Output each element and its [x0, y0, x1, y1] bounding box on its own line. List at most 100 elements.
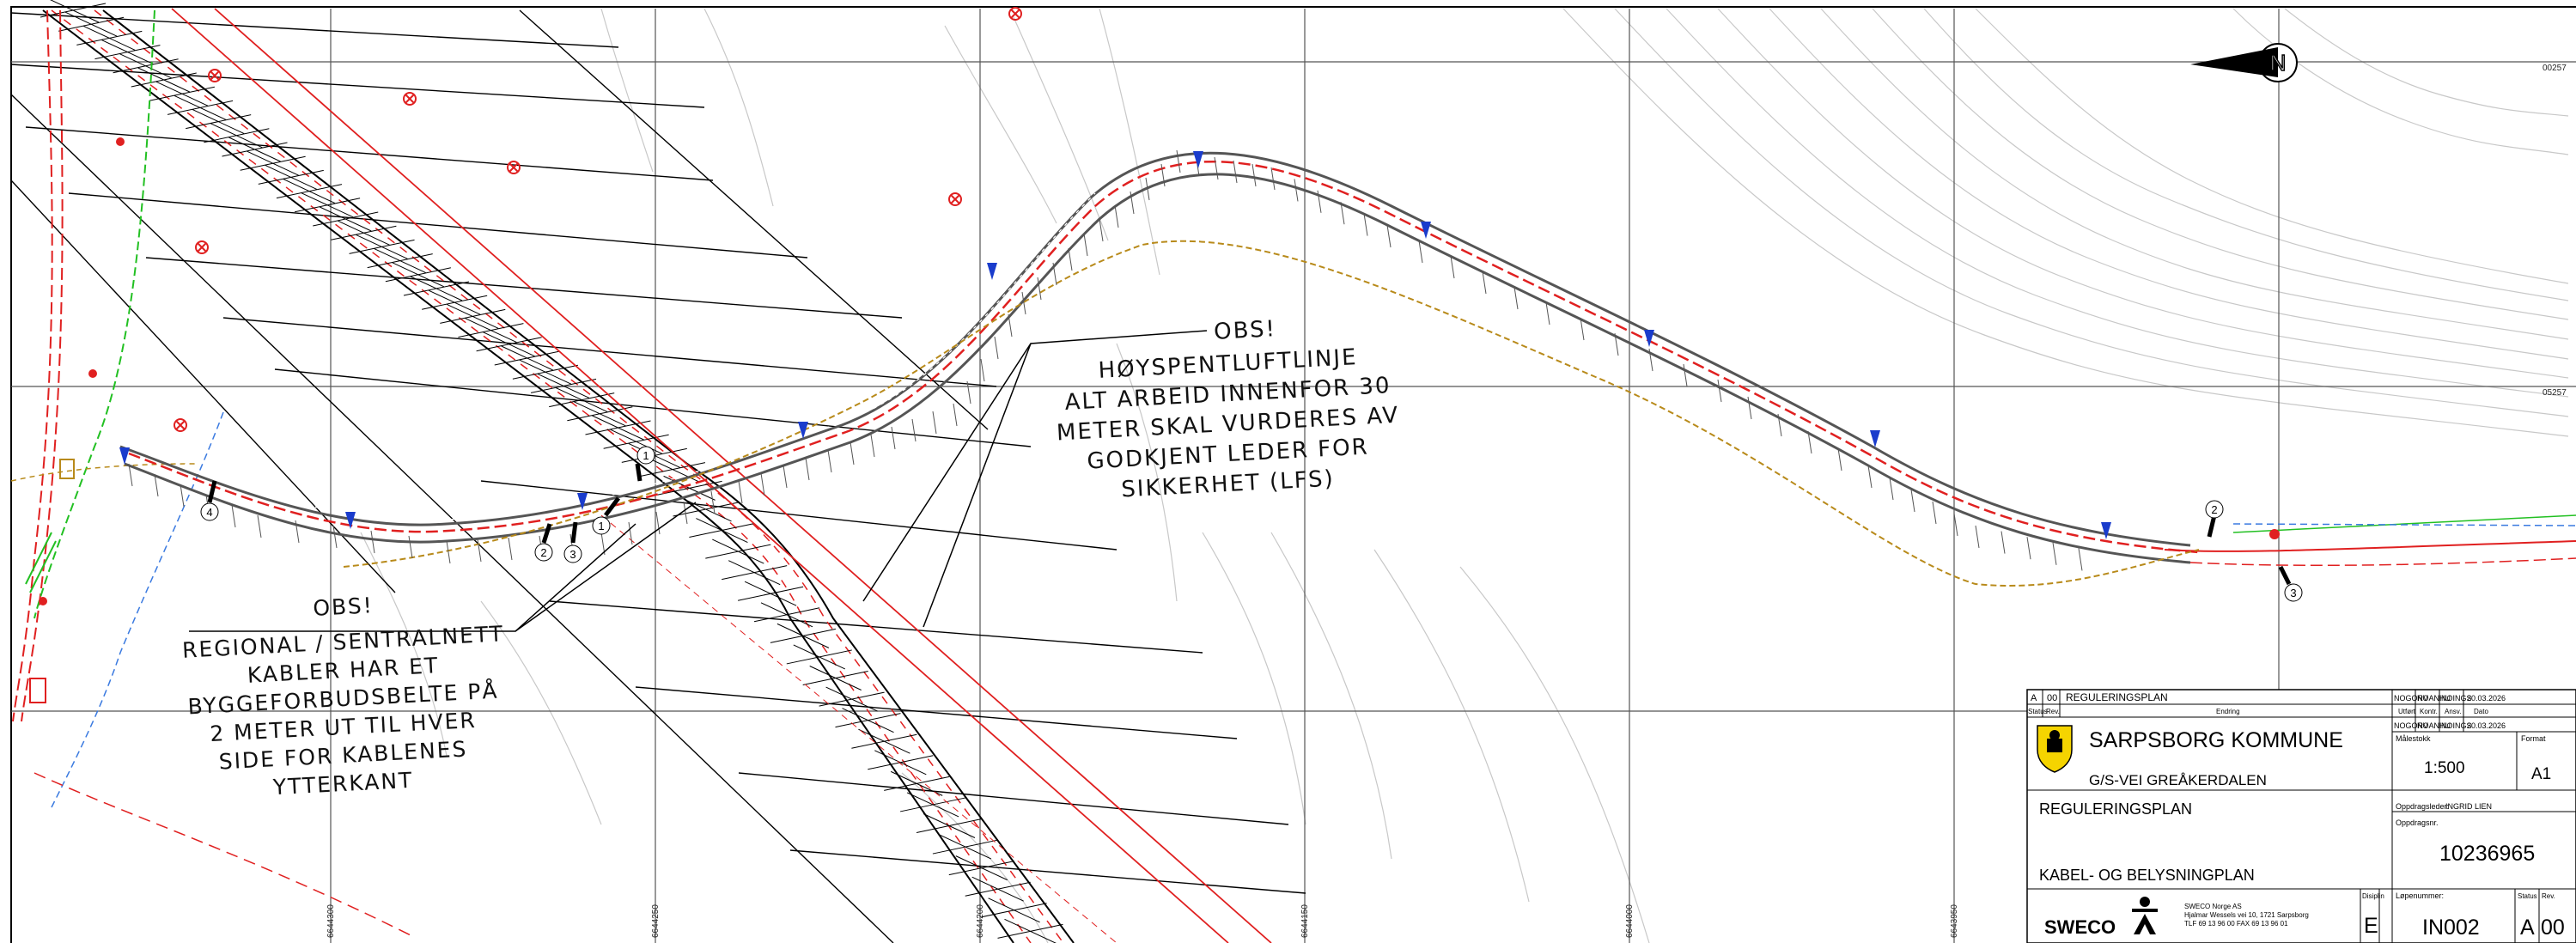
hatch-line: [809, 666, 862, 691]
company-line: SWECO Norge AS: [2184, 903, 2242, 910]
slope-tick: [953, 403, 958, 427]
slope-tick: [1614, 332, 1619, 356]
hatch-line: [988, 897, 1040, 923]
slope-tick: [738, 480, 743, 504]
marker-1b: 1: [592, 496, 620, 535]
hatch-line: [83, 25, 136, 51]
slope-ticks: [128, 149, 2083, 571]
lamp-icon: [987, 263, 997, 280]
rev-header-checked: Kontr.: [2420, 708, 2438, 715]
hatch-line: [728, 560, 781, 586]
hatch-line: [192, 109, 245, 135]
hatch-line: [712, 538, 764, 564]
grid-label: 6644200: [976, 904, 985, 938]
slope-tick: [1932, 501, 1937, 525]
hatch-line: [858, 728, 910, 754]
slope-tick: [1910, 489, 1915, 513]
hatch-line: [610, 429, 662, 454]
grid-label: 6644000: [1625, 904, 1635, 938]
slope-tick: [1251, 163, 1257, 187]
project-name: G/S-VEI GREÅKERDALEN: [2089, 772, 2267, 788]
rev-approved: NOINGS: [2441, 694, 2472, 703]
slope-tick: [446, 540, 451, 564]
slope-tick: [1482, 271, 1487, 295]
slope-tick: [600, 532, 606, 556]
scale-value: 1:500: [2424, 759, 2465, 777]
slope-tick: [966, 380, 971, 405]
hatch-line: [842, 708, 894, 733]
slope-tick: [760, 472, 765, 496]
hatch-line: [283, 179, 336, 204]
hatch-line: [825, 686, 878, 712]
slope-tick: [1867, 465, 1873, 489]
grid-label: 6644300: [326, 904, 336, 938]
company-line: TLF 69 13 96 00 FAX 69 13 96 01: [2184, 920, 2288, 928]
hatch-line: [501, 345, 553, 371]
rev-made: NOGORV: [2394, 694, 2428, 703]
plan-type: REGULERINGSPLAN: [2039, 800, 2192, 818]
hatch-line: [663, 475, 716, 501]
slope-tick: [1837, 447, 1842, 472]
slope-tick: [1052, 262, 1057, 286]
slope-tick: [1160, 163, 1166, 187]
discipline-label: Disiplin: [2362, 892, 2384, 900]
rev-header-approved: Ansv.: [2445, 708, 2461, 715]
slope-tick: [332, 525, 338, 549]
slope-tick: [980, 358, 985, 382]
hatch-line: [890, 770, 943, 796]
hatch-line: [793, 644, 846, 670]
svg-text:3: 3: [2290, 587, 2296, 599]
lamp-icon: [1644, 330, 1654, 347]
hatch-line: [679, 496, 732, 522]
slope-tick: [231, 504, 236, 528]
lamp-markers: [119, 151, 2111, 539]
grid-label: 6644250: [651, 904, 661, 938]
svg-text:4: 4: [206, 506, 212, 519]
hatch-line: [744, 581, 797, 606]
slope-tick: [1717, 379, 1722, 403]
slope-tick: [1099, 218, 1104, 242]
lamp-icon: [1870, 430, 1880, 447]
slope-tick: [1953, 513, 1958, 537]
company-line: Hjalmar Wessels vei 10, 1721 Sarpsborg: [2184, 911, 2309, 919]
slope-tick: [1340, 202, 1345, 225]
rev-number: 00: [2047, 693, 2057, 703]
slope-tick: [655, 511, 661, 535]
regional-cable-note: OBS! REGIONAL / SENTRALNETT KABLER HAR E…: [181, 593, 504, 800]
numbered-markers: 4 2 3 1 1 2 3: [200, 446, 2303, 602]
road-alignment: [119, 151, 2576, 567]
hatch-line: [906, 792, 959, 818]
discipline-value: E: [2364, 914, 2378, 938]
slope-tick: [2078, 548, 2083, 571]
slope-tick: [710, 490, 716, 514]
slope-tick: [932, 411, 937, 435]
slope-tick: [1317, 190, 1322, 213]
lamp-icon: [1193, 151, 1203, 168]
status-value: A: [2520, 916, 2535, 940]
plot-hatch-lines: [10, 9, 1306, 943]
svg-text:2: 2: [2211, 503, 2217, 516]
marker-1a: 1: [635, 446, 655, 482]
slope-tick: [1545, 301, 1550, 325]
rev-date: 20.03.2026: [2467, 694, 2506, 703]
terrain-contours: [360, 8, 2569, 943]
hatch-line: [410, 276, 463, 301]
hatch-line: [101, 40, 154, 65]
slope-tick: [1747, 396, 1752, 420]
slope-tick: [994, 336, 999, 360]
serial-value: IN002: [2422, 916, 2480, 940]
hatch-line: [50, 0, 100, 23]
rev-header-change: Endring: [2216, 708, 2240, 715]
format-value: A1: [2531, 765, 2551, 783]
slope-tick: [1270, 167, 1276, 191]
assignment-number: 10236965: [2439, 842, 2535, 866]
regional-note-header: OBS!: [313, 593, 375, 621]
hatch-line: [392, 262, 445, 288]
rev-header-date: Dato: [2474, 708, 2488, 715]
slope-tick: [805, 457, 810, 481]
slope-tick: [827, 449, 832, 473]
pole-symbol-left: [59, 459, 75, 479]
slope-tick: [1386, 224, 1392, 248]
grid-label: 00257: [2543, 64, 2567, 73]
